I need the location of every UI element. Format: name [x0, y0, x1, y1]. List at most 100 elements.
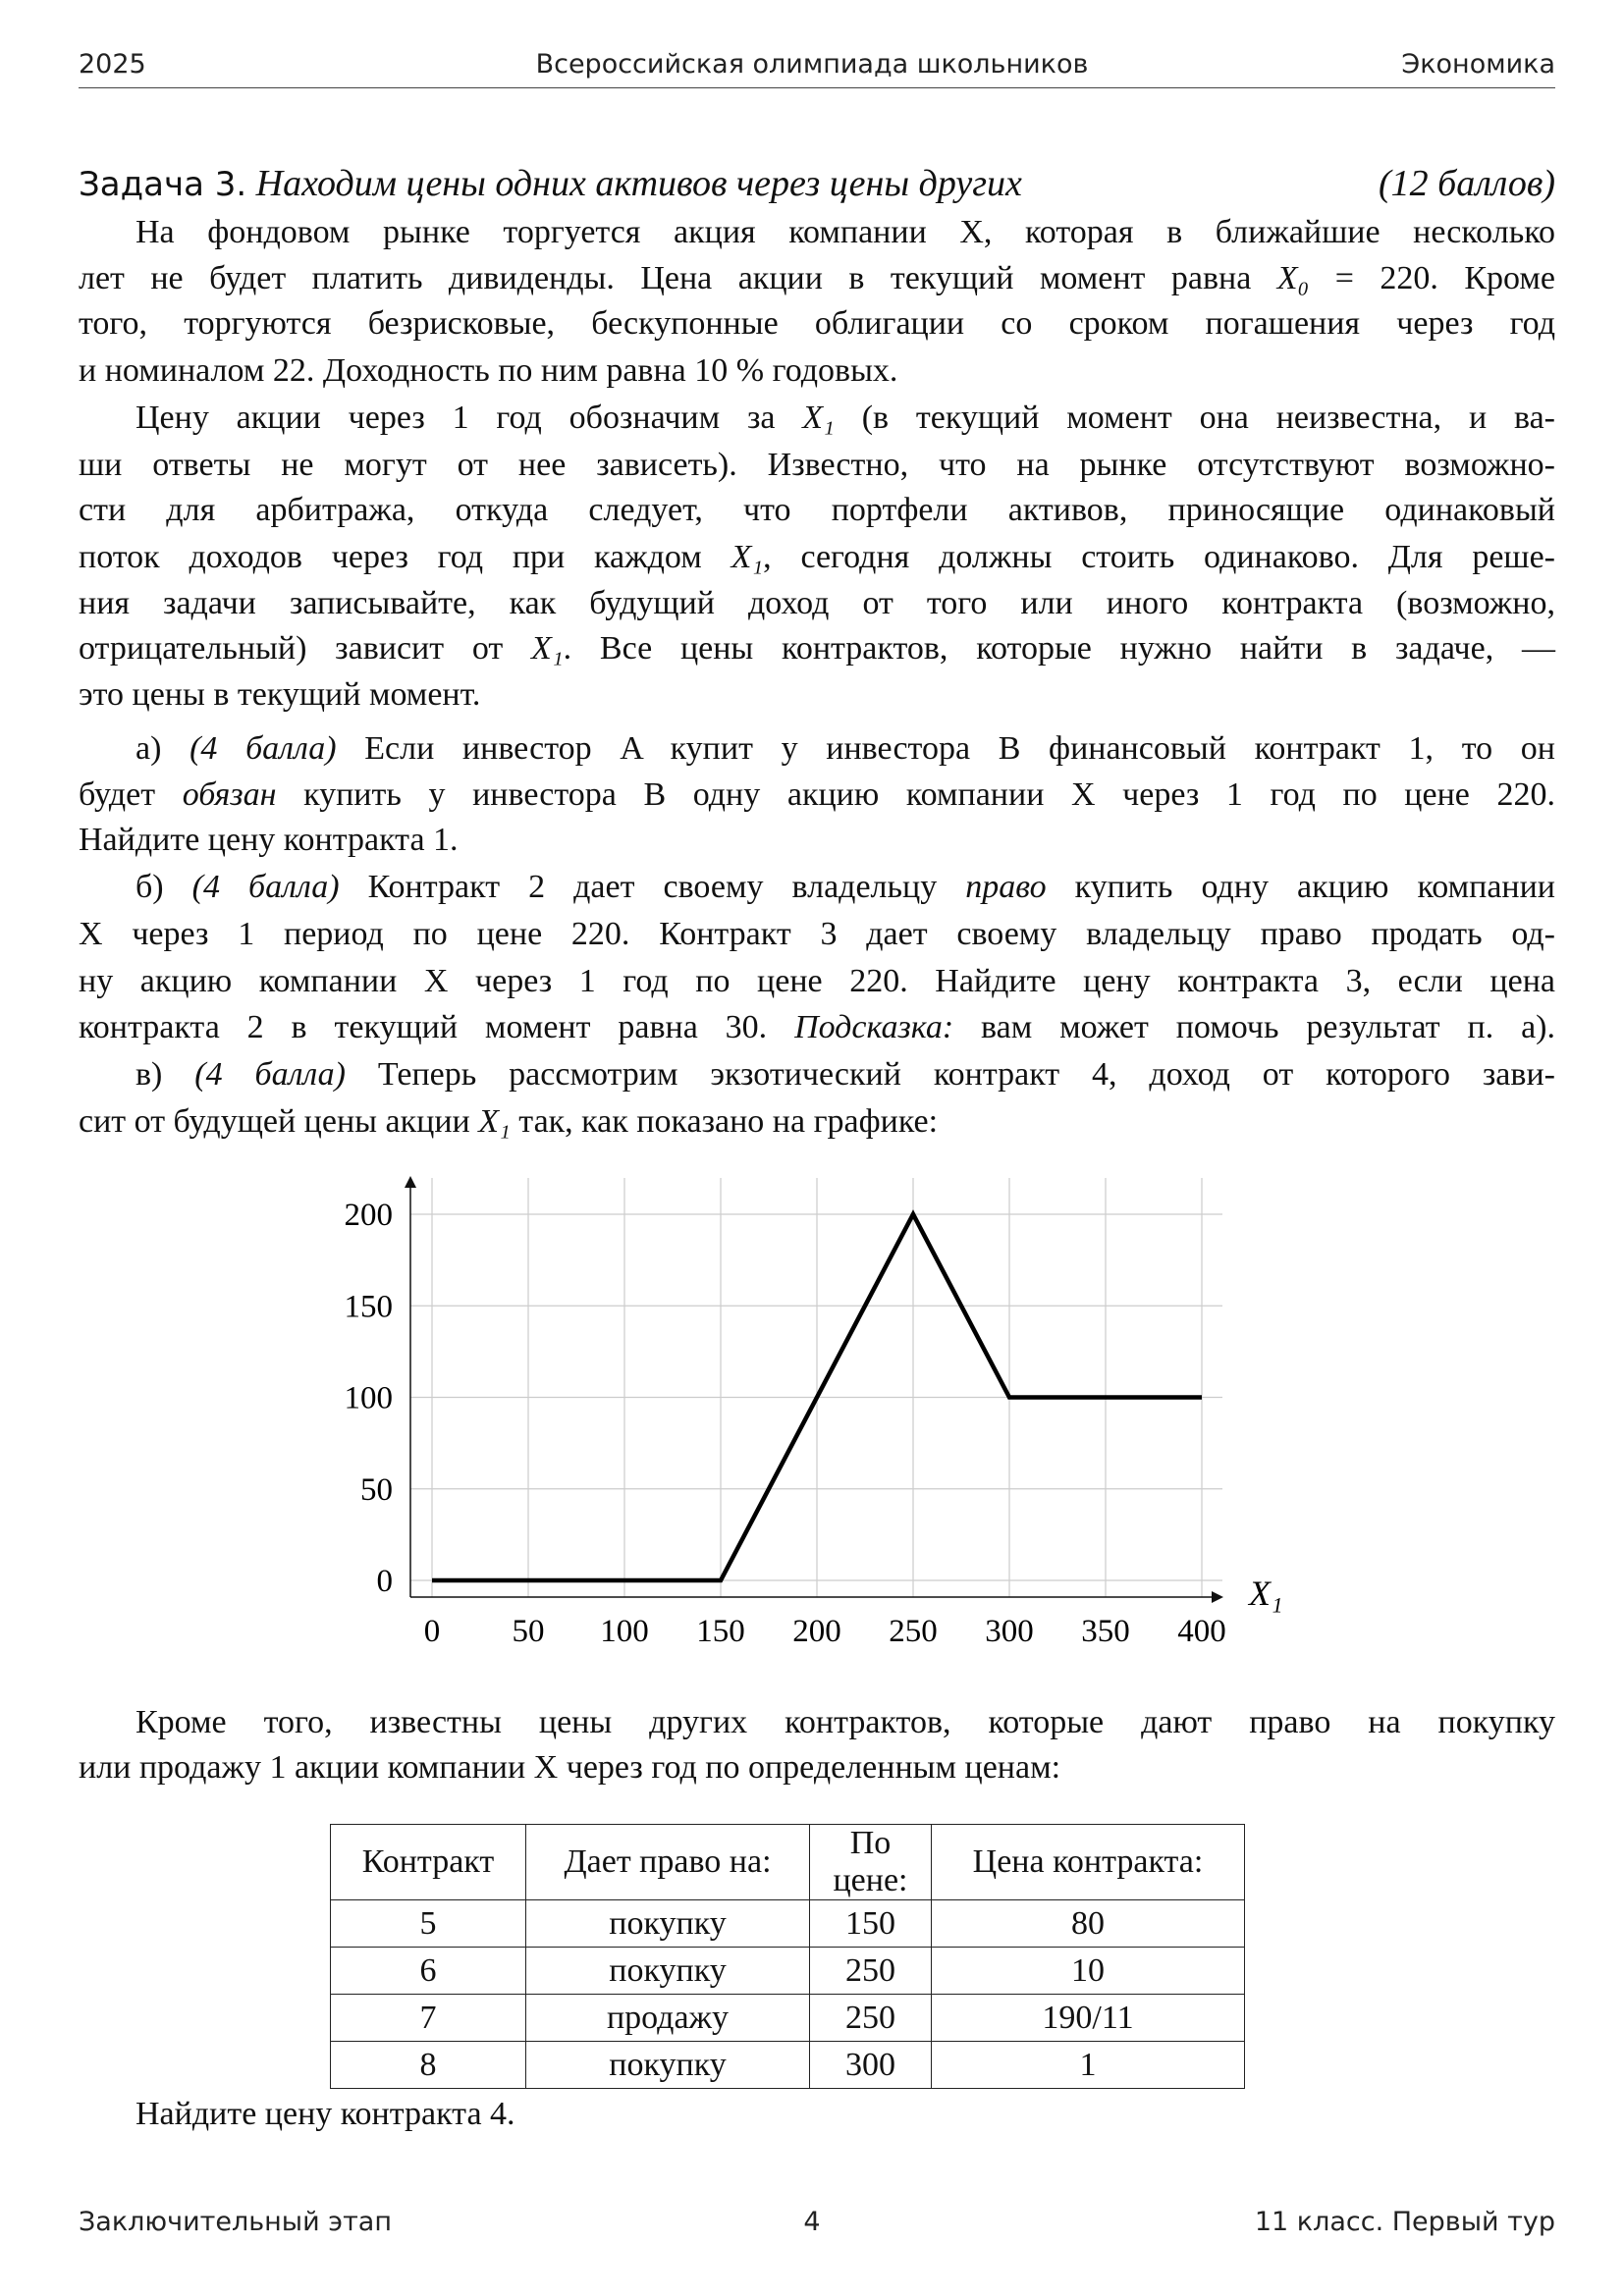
col-price: Цена контракта: [931, 1824, 1245, 1900]
footer-page: 4 [803, 2207, 821, 2237]
text-segment: лет не будет платить дивиденды. Цена акц… [79, 260, 1277, 296]
italic-text: X₀ [1276, 260, 1310, 296]
y-tick-label: 150 [345, 1289, 394, 1324]
y-tick-label: 200 [345, 1198, 394, 1233]
table-row: 6 покупку 250 10 [330, 1947, 1245, 1995]
text-segment: Если инвестор A купит у инвестора B фина… [336, 730, 1555, 767]
italic-text: право [965, 869, 1047, 905]
text-line: того, торгуются безрисковые, бескупонные… [79, 300, 1555, 347]
text-line: а) (4 балла) Если инвестор A купит у инв… [79, 725, 1555, 773]
x-tick-label: 200 [792, 1614, 841, 1649]
text-line: контракта 2 в текущий момент равна 30. П… [79, 1004, 1555, 1051]
text-segment: . Все цены контрактов, которые нужно най… [563, 630, 1556, 667]
text-segment: ши ответы не могут от нее зависеть). Изв… [79, 447, 1555, 483]
text-segment: Контракт 2 дает своему владельцу [339, 869, 966, 905]
table-header-row: Контракт Дает право на: По цене: Цена ко… [330, 1824, 1245, 1900]
text-segment: На фондовом рынке торгуется акция компан… [135, 214, 1555, 250]
text-segment: X через 1 период по цене 220. Контракт 3… [79, 916, 1555, 952]
table-cell: 250 [809, 1947, 932, 1995]
text-line: X через 1 период по цене 220. Контракт 3… [79, 911, 1555, 958]
x-tick-label: 100 [600, 1614, 649, 1649]
text-segment: так, как показано на графике: [510, 1103, 939, 1140]
text-segment: Найдите цену контракта 4. [135, 2096, 515, 2132]
text-segment: купить одну акцию компании [1046, 869, 1555, 905]
text-line: лет не будет платить дивиденды. Цена акц… [79, 255, 1555, 302]
text-line: сти для арбитража, откуда следует, что п… [79, 487, 1555, 534]
italic-text: (4 балла) [191, 869, 340, 905]
table-cell: покупку [525, 1899, 810, 1948]
table-cell: продажу [525, 1994, 810, 2042]
text-segment: б) [135, 869, 192, 905]
table-cell: покупку [525, 1947, 810, 1995]
y-axis-arrow-icon [405, 1176, 416, 1188]
italic-text: X₁ [731, 539, 764, 575]
x-tick-label: 400 [1177, 1614, 1226, 1649]
x-tick-label: 300 [985, 1614, 1034, 1649]
col-strike: По цене: [809, 1824, 932, 1900]
text-segment: сит от будущей цены акции [79, 1103, 479, 1140]
text-segment: или продажу 1 акции компании X через год… [79, 1749, 1061, 1786]
text-segment: ния задачи записывайте, как будущий дохо… [79, 585, 1555, 621]
text-segment: контракта 2 в текущий момент равна 30. [79, 1009, 795, 1045]
text-segment: Цену акции через 1 год обозначим за [135, 400, 803, 436]
italic-text: X₁ [802, 400, 835, 436]
text-segment: и номиналом 22. Доходность по ним равна … [79, 352, 898, 389]
table-cell: 190/11 [931, 1994, 1245, 2042]
table-cell: 300 [809, 2041, 932, 2089]
italic-text: Подсказка: [794, 1009, 954, 1045]
text-line: в) (4 балла) Теперь рассмотрим экзотичес… [79, 1051, 1555, 1098]
problem-title: Находим цены одних активов через цены др… [255, 163, 1022, 204]
text-line: отрицательный) зависит от X₁. Все цены к… [79, 625, 1555, 672]
italic-text: (4 балла) [189, 730, 337, 767]
text-line: ши ответы не могут от нее зависеть). Изв… [79, 442, 1555, 489]
text-line: б) (4 балла) Контракт 2 дает своему влад… [79, 864, 1555, 911]
table-cell: 5 [330, 1899, 526, 1948]
text-segment: отрицательный) зависит от [79, 630, 532, 667]
text-segment: ну акцию компании X через 1 год по цене … [79, 963, 1555, 999]
table-cell: 6 [330, 1947, 526, 1995]
text-segment: вам может помочь результат п. а). [953, 1009, 1555, 1045]
text-line: На фондовом рынке торгуется акция компан… [79, 209, 1555, 256]
table-cell: 80 [931, 1899, 1245, 1948]
italic-text: обязан [182, 776, 277, 813]
text-line: и номиналом 22. Доходность по ним равна … [79, 347, 1555, 395]
x-tick-label: 350 [1081, 1614, 1130, 1649]
x-tick-label: 0 [424, 1614, 441, 1649]
problem-points: (12 баллов) [1378, 163, 1555, 204]
table-row: 8 покупку 300 1 [330, 2041, 1245, 2089]
text-segment: будет [79, 776, 183, 813]
col-right: Дает право на: [525, 1824, 810, 1900]
italic-text: (4 балла) [194, 1056, 346, 1093]
text-segment: Кроме того, известны цены других контрак… [135, 1704, 1555, 1740]
header-divider [79, 87, 1555, 88]
table-cell: 7 [330, 1994, 526, 2042]
table-row: 7 продажу 250 190/11 [330, 1994, 1245, 2042]
y-tick-label: 100 [345, 1381, 394, 1416]
text-line: Найдите цену контракта 4. [79, 2091, 1555, 2138]
text-line: это цены в текущий момент. [79, 671, 1555, 719]
text-segment: = 220. Кроме [1309, 260, 1555, 296]
x-tick-label: 250 [889, 1614, 938, 1649]
italic-text: X₁ [478, 1103, 511, 1140]
header-year: 2025 [79, 49, 146, 80]
contracts-table: Контракт Дает право на: По цене: Цена ко… [330, 1824, 1245, 2089]
table-cell: 10 [931, 1947, 1245, 1995]
x-axis-arrow-icon [1212, 1591, 1223, 1603]
text-segment: поток доходов через год при каждом [79, 539, 731, 575]
footer-stage: Заключительный этап [79, 2207, 393, 2237]
y-tick-label: 0 [377, 1564, 394, 1599]
text-segment: (в текущий момент она неизвестна, и ва- [834, 400, 1555, 436]
text-line: поток доходов через год при каждом X₁, с… [79, 534, 1555, 581]
text-line: Кроме того, известны цены других контрак… [79, 1699, 1555, 1746]
text-line: сит от будущей цены акции X₁ так, как по… [79, 1098, 1555, 1146]
text-segment: купить у инвестора B одну акцию компании… [276, 776, 1555, 813]
text-line: будет обязан купить у инвестора B одну а… [79, 772, 1555, 819]
text-segment: Теперь рассмотрим экзотический контракт … [346, 1056, 1555, 1093]
col-contract: Контракт [330, 1824, 526, 1900]
table-cell: покупку [525, 2041, 810, 2089]
text-segment: в) [135, 1056, 195, 1093]
header-title: Всероссийская олимпиада школьников [535, 49, 1089, 80]
x-tick-label: 150 [696, 1614, 745, 1649]
x-axis-label: X₁ [1247, 1574, 1283, 1613]
table-cell: 150 [809, 1899, 932, 1948]
